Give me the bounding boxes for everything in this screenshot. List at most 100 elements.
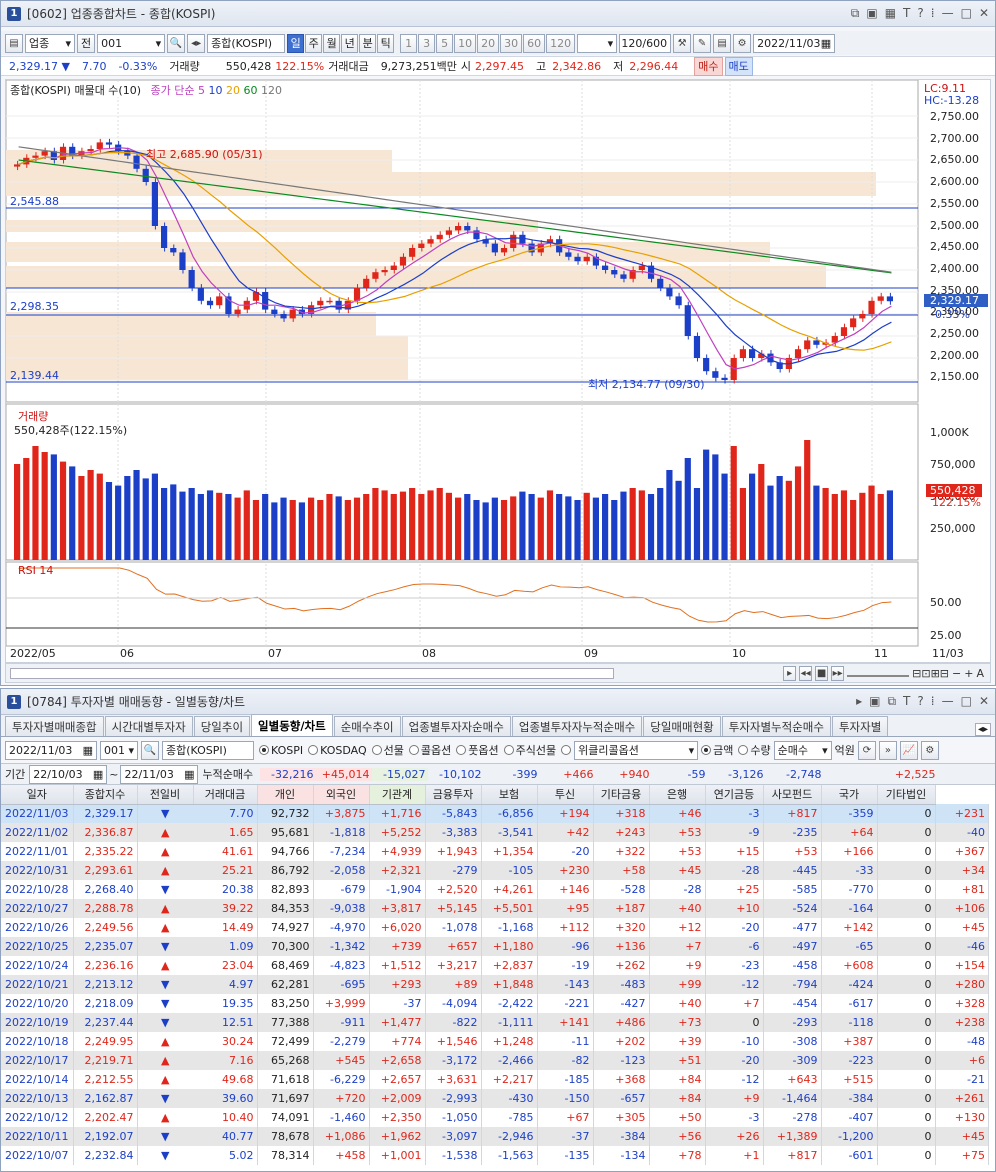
table-row[interactable]: 2022/11/02 2,336.87 ▲ 1.65 95,681 -1,818 +5,25… bbox=[1, 823, 989, 842]
settings-icon[interactable]: ⚙ bbox=[733, 33, 752, 53]
tab-8[interactable]: 투자자별누적순매수 bbox=[721, 716, 831, 736]
maximize-icon[interactable]: □ bbox=[960, 6, 972, 20]
code-input[interactable]: 001 ▾ bbox=[97, 33, 166, 53]
table-row[interactable]: 2022/10/13 2,162.87 ▼ 39.60 71,697 +720 +2,009… bbox=[1, 1089, 989, 1108]
table-row[interactable]: 2022/11/03 2,329.17 ▼ 7.70 92,732 +3,875 +1,71… bbox=[1, 804, 989, 823]
screen-icon[interactable]: ▣ bbox=[866, 6, 878, 20]
market-extra-select[interactable]: 위클리콜옵션 ▾ bbox=[574, 740, 699, 760]
column-header[interactable]: 전일비 bbox=[137, 785, 194, 805]
date-field[interactable]: 2022/11/03 ▦ bbox=[5, 740, 97, 760]
investor-window-titlebar[interactable]: 1 [0784] 투자자별 매매동향 - 일별동향/차트 ▸ ▣ ⧉ T ? ⁞… bbox=[1, 689, 995, 715]
column-header[interactable]: 종합지수 bbox=[73, 785, 138, 805]
table-row[interactable]: 2022/10/31 2,293.61 ▲ 25.21 86,792 -2,058 +2,3… bbox=[1, 861, 989, 880]
candlestick-chart[interactable] bbox=[6, 80, 992, 664]
search-icon[interactable]: 🔍 bbox=[167, 33, 186, 53]
minute-button-1[interactable]: 1 bbox=[400, 33, 418, 53]
market-radio-5[interactable]: 주식선물 bbox=[503, 742, 556, 758]
speaker-icon[interactable]: ◂▸ bbox=[187, 33, 206, 53]
table-row[interactable]: 2022/10/20 2,218.09 ▼ 19.35 83,250 +3,999 -37-… bbox=[1, 994, 989, 1013]
column-header[interactable]: 연기금등 bbox=[705, 785, 764, 805]
table-row[interactable]: 2022/10/07 2,232.84 ▼ 5.02 78,314 +458 +1,001-… bbox=[1, 1146, 989, 1165]
text-size-icon[interactable]: A bbox=[976, 666, 984, 680]
minimize-icon[interactable]: — bbox=[941, 6, 954, 20]
tab-4[interactable]: 순매수추이 bbox=[333, 716, 401, 736]
chart-icon[interactable]: 📈 bbox=[899, 740, 918, 760]
refresh-icon[interactable]: ⟳ bbox=[857, 740, 876, 760]
table-row[interactable]: 2022/10/18 2,249.95 ▲ 30.24 72,499 -2,279 +774… bbox=[1, 1032, 989, 1051]
layout-icon[interactable]: ⊟⊡⊞⊟ bbox=[912, 666, 950, 680]
scroll-right-icon[interactable]: ▸ bbox=[783, 665, 797, 681]
column-header[interactable]: 기관계 bbox=[369, 785, 426, 805]
tab-0[interactable]: 투자자별매매종합 bbox=[5, 716, 104, 736]
table-row[interactable]: 2022/10/11 2,192.07 ▼ 40.77 78,678 +1,086 +1,9… bbox=[1, 1127, 989, 1146]
period-button-2[interactable]: 월 bbox=[323, 33, 341, 53]
table-row[interactable]: 2022/10/14 2,212.55 ▲ 49.68 71,618 -6,229 +2,6… bbox=[1, 1070, 989, 1089]
menu-arrow-icon[interactable]: ▸ bbox=[856, 694, 863, 708]
column-header[interactable]: 기타금융 bbox=[593, 785, 650, 805]
draw-icon[interactable]: ✎ bbox=[693, 33, 712, 53]
zoom-in-icon[interactable]: + bbox=[964, 666, 974, 680]
sell-button[interactable]: 매도 bbox=[724, 56, 753, 76]
mode-select[interactable]: 순매수 ▾ bbox=[773, 740, 832, 760]
tab-9[interactable]: 투자자별 bbox=[831, 716, 889, 736]
stop-icon[interactable]: ■ bbox=[815, 665, 829, 681]
minute-button-20[interactable]: 20 bbox=[477, 33, 500, 53]
column-header[interactable]: 국가 bbox=[821, 785, 878, 805]
maximize-icon[interactable]: □ bbox=[960, 694, 972, 708]
close-icon[interactable]: ✕ bbox=[978, 694, 989, 708]
chart-tool-icon[interactable]: ⚒ bbox=[673, 33, 692, 53]
table-row[interactable]: 2022/10/19 2,237.44 ▼ 12.51 77,388 -911 +1,477… bbox=[1, 1013, 989, 1032]
minute-button-60[interactable]: 60 bbox=[523, 33, 546, 53]
sector-select[interactable]: 업종 ▾ bbox=[25, 33, 75, 53]
table-row[interactable]: 2022/10/21 2,213.12 ▼ 4.97 62,281 -695 +293 +89… bbox=[1, 975, 989, 994]
column-header[interactable]: 개인 bbox=[257, 785, 314, 805]
column-header[interactable]: 사모펀드 bbox=[763, 785, 822, 805]
market-radio-6[interactable] bbox=[561, 742, 572, 758]
font-icon[interactable]: T bbox=[903, 694, 911, 708]
link-icon[interactable]: ⧉ bbox=[850, 6, 860, 20]
market-radio-1[interactable]: KOSDAQ bbox=[308, 742, 367, 758]
column-header[interactable]: 기타법인 bbox=[877, 785, 936, 805]
save-image-icon[interactable]: ▦ bbox=[884, 6, 897, 20]
market-radio-4[interactable]: 풋옵션 bbox=[456, 742, 499, 758]
code-input[interactable]: 001 ▾ bbox=[100, 740, 138, 760]
chart-scroll-bar[interactable]: ▸ ◂◂ ■ ▸▸ ⊟⊡⊞⊟ − + A bbox=[5, 663, 991, 683]
minimize-icon[interactable]: — bbox=[941, 694, 954, 708]
market-radio-3[interactable]: 콜옵션 bbox=[408, 742, 451, 758]
column-header[interactable]: 보험 bbox=[481, 785, 538, 805]
period-from[interactable]: 22/10/03 ▦ bbox=[29, 764, 108, 784]
settings-icon[interactable]: ⚙ bbox=[920, 740, 939, 760]
market-radio-2[interactable]: 선물 bbox=[371, 742, 404, 758]
font-icon[interactable]: T bbox=[903, 6, 911, 20]
tab-5[interactable]: 업종별투자자순매수 bbox=[401, 716, 511, 736]
count-field[interactable]: 120/600 bbox=[619, 33, 672, 53]
buy-button[interactable]: 매수 bbox=[694, 56, 723, 76]
table-row[interactable]: 2022/10/28 2,268.40 ▼ 20.38 82,893 -679 -1,904… bbox=[1, 880, 989, 899]
period-button-4[interactable]: 분 bbox=[359, 33, 377, 53]
minute-button-5[interactable]: 5 bbox=[436, 33, 454, 53]
help-icon[interactable]: ? bbox=[917, 694, 924, 708]
unit-radio-1[interactable]: 수량 bbox=[738, 742, 771, 758]
last-page-icon[interactable]: ▸▸ bbox=[831, 665, 845, 681]
search-icon[interactable]: 🔍 bbox=[141, 740, 159, 760]
table-row[interactable]: 2022/10/27 2,288.78 ▲ 39.22 84,353 -9,038 +3,8… bbox=[1, 899, 989, 918]
table-row[interactable]: 2022/10/24 2,236.16 ▲ 23.04 68,469 -4,823 +1,5… bbox=[1, 956, 989, 975]
period-button-5[interactable]: 틱 bbox=[377, 33, 395, 53]
table-row[interactable]: 2022/11/01 2,335.22 ▲ 41.61 94,766 -7,234 +4,9… bbox=[1, 842, 989, 861]
column-header[interactable]: 투신 bbox=[537, 785, 594, 805]
column-header[interactable]: 금융투자 bbox=[425, 785, 482, 805]
first-page-icon[interactable]: ◂◂ bbox=[799, 665, 813, 681]
period-button-3[interactable]: 년 bbox=[341, 33, 359, 53]
zoom-out-icon[interactable]: − bbox=[952, 666, 962, 680]
column-header[interactable]: 외국인 bbox=[313, 785, 370, 805]
period-button-1[interactable]: 주 bbox=[305, 33, 323, 53]
close-icon[interactable]: ✕ bbox=[978, 6, 989, 20]
help-icon[interactable]: ? bbox=[917, 6, 924, 20]
tab-3[interactable]: 일별동향/차트 bbox=[251, 714, 333, 736]
table-row[interactable]: 2022/10/17 2,219.71 ▲ 7.16 65,268 +545 +2,658-… bbox=[1, 1051, 989, 1070]
period-to[interactable]: 22/11/03 ▦ bbox=[120, 764, 199, 784]
table-row[interactable]: 2022/10/12 2,202.47 ▲ 10.40 74,091 -1,460 +2,3… bbox=[1, 1108, 989, 1127]
minute-button-120[interactable]: 120 bbox=[546, 33, 576, 53]
minute-button-10[interactable]: 10 bbox=[454, 33, 477, 53]
chart-window-titlebar[interactable]: 1 [0602] 업종종합차트 - 종합(KOSPI) ⧉ ▣ ▦ T ? ⁞ … bbox=[1, 1, 995, 27]
